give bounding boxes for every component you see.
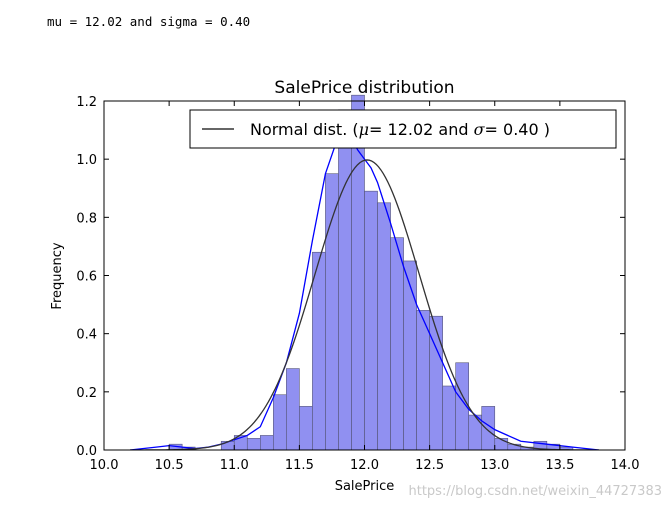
x-tick-label: 10.5 xyxy=(155,458,184,473)
chart-title: SalePrice distribution xyxy=(274,78,454,98)
histogram-bar xyxy=(246,438,261,451)
histogram-bar xyxy=(325,173,339,451)
axis-ticks: 10.0 10.5 11.0 11.5 12.0 12.5 13.0 13.5 14.0 0.0 0… xyxy=(76,95,639,473)
histogram-bar xyxy=(273,394,287,451)
x-tick-label: 13.5 xyxy=(545,458,574,473)
y-tick-label: 1.0 xyxy=(76,153,97,168)
histogram-bar xyxy=(286,368,300,451)
y-axis-label: Frequency xyxy=(50,242,65,309)
y-tick-label: 0.8 xyxy=(76,211,97,226)
x-axis-label: SalePrice xyxy=(335,479,395,494)
x-tick-label: 12.5 xyxy=(415,458,444,473)
histogram-bar xyxy=(312,251,326,451)
y-tick-label: 1.2 xyxy=(76,95,97,110)
histogram-bars xyxy=(168,94,574,451)
y-tick-label: 0.2 xyxy=(76,386,97,401)
x-tick-label: 10.0 xyxy=(90,458,119,473)
histogram-bar xyxy=(403,260,417,451)
histogram-bar xyxy=(338,109,352,451)
console-output: mu = 12.02 and sigma = 0.40 xyxy=(47,14,251,29)
x-tick-label: 14.0 xyxy=(611,458,640,473)
histogram-bar xyxy=(390,237,404,451)
histogram-bar xyxy=(429,315,443,451)
histogram-bar xyxy=(377,202,391,451)
y-tick-label: 0.6 xyxy=(76,270,97,285)
legend: Normal dist. (μ= 12.02 and σ= 0.40 ) xyxy=(189,109,617,149)
y-tick-label: 0.0 xyxy=(76,444,97,459)
histogram-bar xyxy=(442,385,456,451)
histogram-bar xyxy=(299,406,313,451)
watermark-text: https://blog.csdn.net/weixin_44727383 xyxy=(408,484,662,499)
legend-label: Normal dist. (μ= 12.02 and σ= 0.40 ) xyxy=(250,120,550,139)
x-tick-label: 13.0 xyxy=(480,458,509,473)
x-tick-label: 11.0 xyxy=(220,458,249,473)
x-tick-label: 11.5 xyxy=(285,458,314,473)
legend-box xyxy=(189,109,617,149)
y-tick-label: 0.4 xyxy=(76,328,97,343)
normal-fit-curve xyxy=(130,159,599,450)
histogram-bar xyxy=(468,414,483,451)
histogram-bar xyxy=(259,435,274,451)
x-tick-label: 12.0 xyxy=(350,458,379,473)
histogram-bar xyxy=(416,310,430,451)
histogram-bar xyxy=(364,190,378,451)
